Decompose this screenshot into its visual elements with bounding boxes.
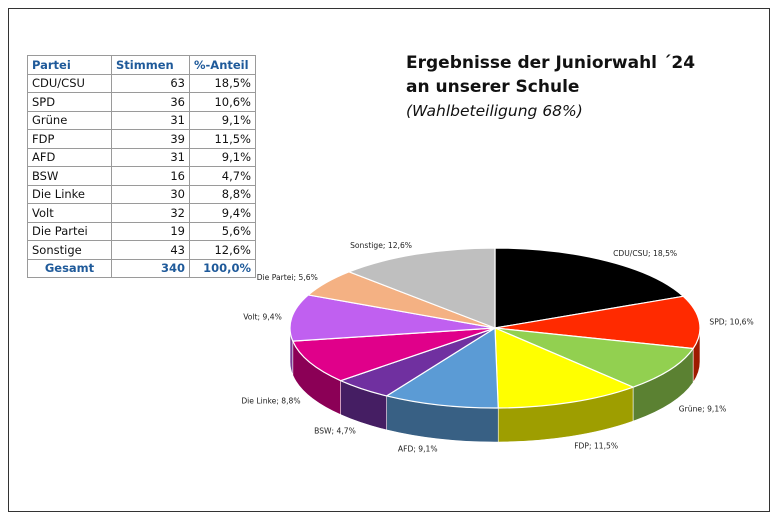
stimmen-cell: 16	[111, 166, 190, 186]
anteil-cell: 9,1%	[189, 110, 256, 130]
pie-slice-sonstige	[348, 247, 496, 329]
anteil-cell: 18,5%	[189, 73, 256, 93]
slice-label-die-partei: Die Partei; 5,6%	[257, 273, 318, 282]
chart-frame	[8, 8, 770, 512]
anteil-cell: 5,6%	[189, 221, 256, 241]
partei-cell: Volt	[27, 203, 112, 223]
slice-label-spd: SPD; 10,6%	[709, 317, 753, 326]
table-row: Volt 32 9,4%	[27, 203, 256, 223]
total-stimmen-cell: 340	[111, 258, 190, 278]
table-row: FDP 39 11,5%	[27, 129, 256, 149]
stimmen-cell: 63	[111, 73, 190, 93]
partei-cell: BSW	[27, 166, 112, 186]
table-row: AFD 31 9,1%	[27, 147, 256, 167]
pie-slice-spd	[494, 295, 701, 350]
slice-label-sonstige: Sonstige; 12,6%	[350, 241, 412, 250]
pie-slice-die-linke	[292, 327, 496, 382]
slice-label-gr-ne: Grüne; 9,1%	[679, 405, 727, 414]
chart-title: Ergebnisse der Juniorwahl ´24 an unserer…	[406, 53, 696, 97]
results-table: Partei Stimmen %-Anteil CDU/CSU 63 18,5% SP…	[27, 55, 256, 278]
pie-slices	[289, 247, 701, 409]
partei-cell: Grüne	[27, 110, 112, 130]
pie-labels: CDU/CSU; 18,5% SPD; 10,6% Grüne; 9,1% FDP; …	[241, 241, 753, 454]
slice-label-bsw: BSW; 4,7%	[314, 427, 356, 436]
slice-label-cdu-csu: CDU/CSU; 18,5%	[613, 249, 677, 258]
stimmen-cell: 32	[111, 203, 190, 223]
slice-label-volt: Volt; 9,4%	[243, 312, 282, 321]
title-block: Ergebnisse der Juniorwahl ´24 an unserer…	[406, 51, 695, 122]
partei-cell: Die Linke	[27, 184, 112, 204]
pie-slice-cdu-csu	[494, 247, 684, 329]
table-header-row: Partei Stimmen %-Anteil	[27, 55, 256, 75]
table-total-row: Gesamt 340 100,0%	[27, 258, 256, 278]
stimmen-cell: 39	[111, 129, 190, 149]
pie-slice-fdp	[494, 327, 634, 409]
partei-cell: Die Partei	[27, 221, 112, 241]
table-row: CDU/CSU 63 18,5%	[27, 73, 256, 93]
stimmen-cell: 31	[111, 110, 190, 130]
total-label-cell: Gesamt	[27, 258, 112, 278]
pie-slice-afd	[386, 327, 499, 409]
header-stimmen: Stimmen	[111, 55, 190, 75]
anteil-cell: 4,7%	[189, 166, 256, 186]
anteil-cell: 11,5%	[189, 129, 256, 149]
anteil-cell: 8,8%	[189, 184, 256, 204]
total-anteil-cell: 100,0%	[189, 258, 256, 278]
table-row: Grüne 31 9,1%	[27, 110, 256, 130]
pie-slice-volt	[289, 294, 496, 342]
anteil-cell: 9,1%	[189, 147, 256, 167]
slice-label-die-linke: Die Linke; 8,8%	[241, 397, 300, 406]
table-row: Die Partei 19 5,6%	[27, 221, 256, 241]
pie-slice-gr-ne	[494, 327, 694, 388]
table-row: Die Linke 30 8,8%	[27, 184, 256, 204]
table-row: BSW 16 4,7%	[27, 166, 256, 186]
header-anteil: %-Anteil	[189, 55, 256, 75]
partei-cell: AFD	[27, 147, 112, 167]
slice-label-fdp: FDP; 11,5%	[574, 442, 618, 451]
slice-label-afd: AFD; 9,1%	[398, 445, 438, 454]
anteil-cell: 9,4%	[189, 203, 256, 223]
stimmen-cell: 31	[111, 147, 190, 167]
partei-cell: FDP	[27, 129, 112, 149]
chart-subtitle: (Wahlbeteiligung 68%)	[406, 102, 583, 120]
